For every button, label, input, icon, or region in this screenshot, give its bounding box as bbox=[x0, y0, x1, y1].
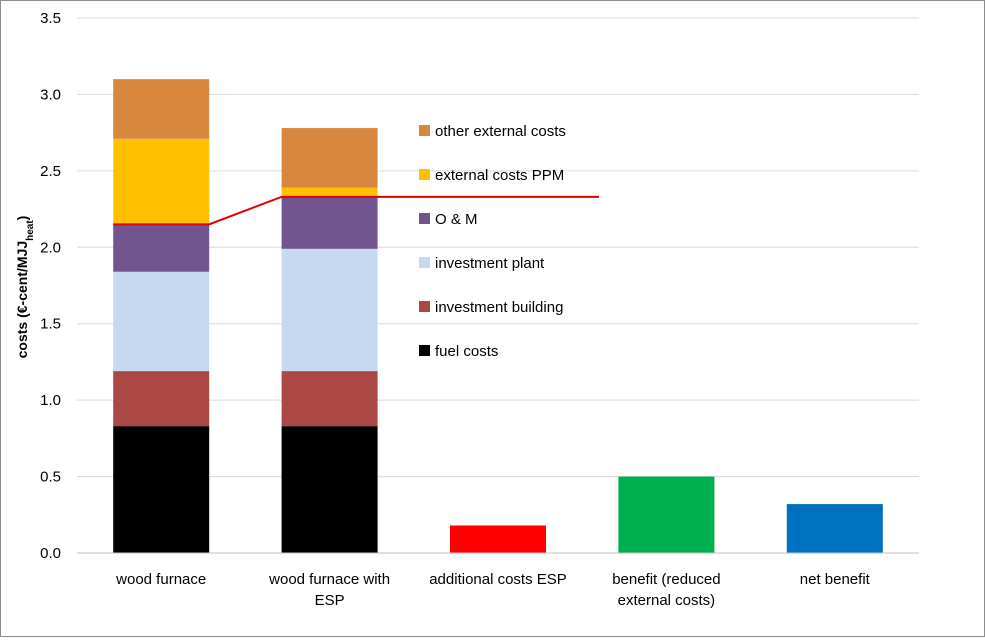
y-tick-label: 0.5 bbox=[40, 469, 61, 486]
legend-swatch bbox=[419, 301, 430, 312]
reference-line bbox=[113, 195, 600, 226]
y-axis-label-main: costs (€-cent/MJJ bbox=[14, 241, 30, 358]
y-axis-label: costs (€-cent/MJJheat) bbox=[14, 216, 36, 359]
bar-segment-external-costs-ppm bbox=[113, 138, 210, 225]
bar-single bbox=[786, 504, 883, 553]
bar-segment-investment-plant bbox=[113, 271, 210, 372]
bar-segment-investment-plant bbox=[281, 248, 378, 372]
x-category-label-line: ESP bbox=[315, 592, 345, 609]
bar-segment-o-m bbox=[281, 196, 378, 249]
legend-label: O & M bbox=[435, 211, 478, 228]
legend-label: external costs PPM bbox=[435, 167, 564, 184]
x-category-label: benefit (reduced external costs) bbox=[612, 571, 720, 609]
legend-swatch bbox=[419, 125, 430, 136]
y-axis-ticks: 0.0 0.5 1.0 1.5 2.0 2.5 3.0 3.5 bbox=[40, 10, 61, 562]
gridlines bbox=[77, 17, 919, 478]
legend: other external costs external costs PPM O … bbox=[419, 123, 566, 360]
bar-single bbox=[618, 476, 715, 553]
y-tick-label: 0.0 bbox=[40, 545, 61, 562]
bar-segment-other-external-costs bbox=[113, 79, 210, 139]
bar-segment-fuel-costs bbox=[281, 426, 378, 553]
legend-label: investment plant bbox=[435, 255, 545, 272]
x-category-label-line: wood furnace with bbox=[268, 571, 390, 588]
category-labels: wood furnace wood furnace with ESP addition… bbox=[115, 571, 870, 609]
y-tick-label: 1.5 bbox=[40, 316, 61, 333]
x-category-label: net benefit bbox=[800, 571, 871, 588]
y-axis-label-subscript: heat bbox=[25, 220, 36, 241]
x-category-label-line: wood furnace bbox=[115, 571, 206, 588]
legend-label: other external costs bbox=[435, 123, 566, 140]
bar-single bbox=[450, 525, 546, 553]
x-category-label: wood furnace with ESP bbox=[268, 571, 390, 609]
reference-line-group bbox=[113, 195, 600, 226]
legend-swatch bbox=[419, 169, 430, 180]
x-category-label-line: additional costs ESP bbox=[429, 571, 567, 588]
legend-label: investment building bbox=[435, 299, 563, 316]
legend-swatch bbox=[419, 257, 430, 268]
y-tick-label: 1.0 bbox=[40, 392, 61, 409]
y-tick-label: 3.0 bbox=[40, 86, 61, 103]
x-category-label-line: benefit (reduced bbox=[612, 571, 720, 588]
bar-segment-investment-building bbox=[113, 371, 210, 427]
legend-label: fuel costs bbox=[435, 343, 498, 360]
legend-swatch bbox=[419, 213, 430, 224]
y-tick-label: 2.5 bbox=[40, 163, 61, 180]
y-tick-label: 3.5 bbox=[40, 10, 61, 27]
y-axis-label-close: ) bbox=[14, 216, 30, 221]
bar-segment-o-m bbox=[113, 224, 210, 272]
x-category-label-line: net benefit bbox=[800, 571, 871, 588]
x-category-label: wood furnace bbox=[115, 571, 206, 588]
x-category-label-line: external costs) bbox=[618, 592, 716, 609]
legend-swatch bbox=[419, 345, 430, 356]
y-tick-label: 2.0 bbox=[40, 239, 61, 256]
bars bbox=[113, 79, 883, 553]
bar-segment-other-external-costs bbox=[281, 128, 378, 188]
bar-segment-fuel-costs bbox=[113, 426, 210, 553]
bar-segment-investment-building bbox=[281, 371, 378, 427]
bar-segment-external-costs-ppm bbox=[281, 187, 378, 197]
x-category-label: additional costs ESP bbox=[429, 571, 567, 588]
